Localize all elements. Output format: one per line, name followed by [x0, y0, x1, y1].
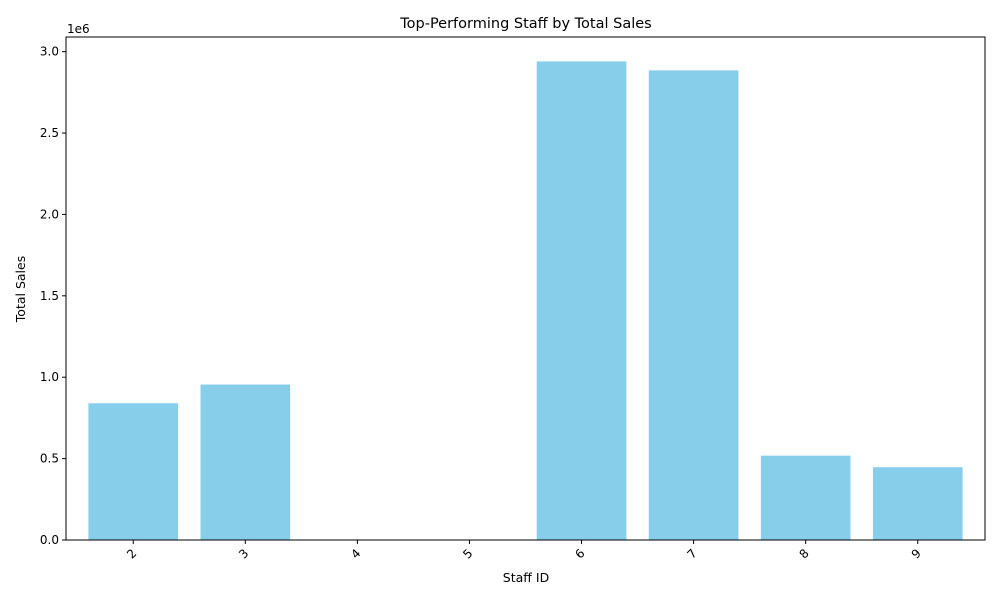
x-axis-label: Staff ID [503, 570, 549, 585]
y-tick-label: 1.5 [40, 289, 59, 303]
bar-staff-9 [872, 467, 963, 540]
y-tick-label: 3.0 [40, 45, 59, 59]
x-tick-label: 4 [348, 546, 363, 561]
bar-staff-7 [648, 70, 739, 541]
y-tick-label: 0.5 [40, 452, 59, 466]
bar-staff-2 [88, 403, 179, 540]
x-tick-label: 5 [460, 546, 475, 561]
y-tick-label: 2.5 [40, 126, 59, 140]
bars-group [88, 61, 963, 541]
x-tick-label: 2 [124, 546, 139, 561]
bar-staff-8 [760, 455, 851, 540]
y-ticks-group: 0.0 0.5 1.0 1.5 2.0 2.5 3.0 [40, 45, 66, 547]
plot-frame [65, 36, 986, 541]
x-tick-label: 3 [236, 546, 251, 561]
chart-title: Top-Performing Staff by Total Sales [399, 16, 651, 32]
x-tick-label: 7 [684, 546, 699, 561]
x-tick-label: 9 [909, 546, 924, 561]
x-ticks-group: 2 3 4 5 6 7 8 9 [124, 540, 924, 562]
y-tick-label: 1.0 [40, 370, 59, 384]
x-tick-label: 6 [572, 546, 587, 561]
y-tick-label: 0.0 [40, 533, 59, 547]
y-offset-label: 1e6 [67, 22, 90, 36]
bar-staff-3 [200, 384, 291, 540]
y-tick-label: 2.0 [40, 207, 59, 221]
y-axis-label: Total Sales [13, 256, 28, 323]
x-tick-label: 8 [797, 546, 812, 561]
bar-staff-6 [536, 61, 627, 540]
